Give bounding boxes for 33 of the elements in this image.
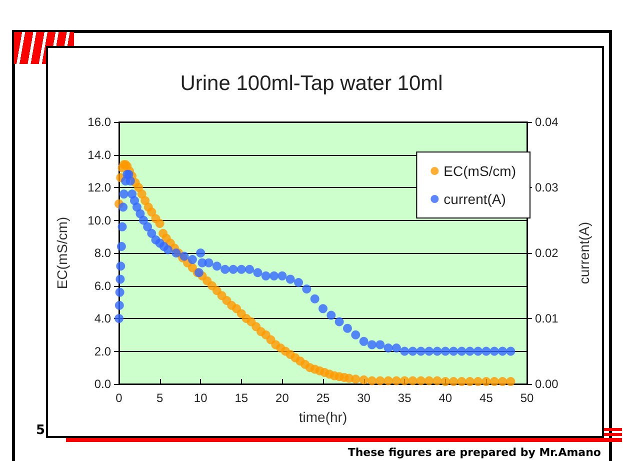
y-tick-label: 10.0 [88,213,112,228]
y-tick-label: 16.0 [88,115,112,129]
x-tick-label: 20 [276,391,290,405]
y2-tick-label: 0.03 [535,180,559,194]
x-tick-label: 40 [438,391,452,405]
y-tick-label: 12.0 [88,180,112,194]
x-tick-label: 10 [194,391,208,405]
x-tick-label: 45 [480,391,494,405]
legend-label: EC(mS/cm) [444,163,516,179]
y2-axis-title: current(A) [576,222,592,284]
y-tick-label: 6.0 [94,278,112,293]
x-tick-label: 35 [398,391,412,405]
text: These figures are prepared by Mr.Amano [348,446,601,459]
y2-tick-label: 0.04 [535,115,559,129]
y-tick-label: 14.0 [88,148,112,162]
y2-tick-label: 0.01 [535,312,559,326]
text: 5 [36,423,46,438]
x-axis-title: time(hr) [298,409,348,425]
y-tick-label: 2.0 [94,344,112,358]
y-tick-label: 8.0 [94,246,112,260]
y-tick-label: 0.0 [94,377,112,391]
y2-tick-label: 0.00 [535,377,559,391]
x-tick-label: 5 [156,391,164,405]
legend-label: current(A) [444,191,506,207]
chart-title: Urine 100ml-Tap water 10ml [180,72,443,95]
x-tick-label: 0 [116,391,123,405]
y-tick-label: 4.0 [94,312,112,326]
x-tick-label: 15 [234,391,248,405]
x-tick-label: 25 [316,391,330,405]
x-tick-label: 30 [357,391,371,405]
y2-tick-label: 0.02 [535,246,559,260]
y-axis-title: EC(mS/cm) [54,216,70,290]
x-tick-label: 50 [520,391,534,405]
